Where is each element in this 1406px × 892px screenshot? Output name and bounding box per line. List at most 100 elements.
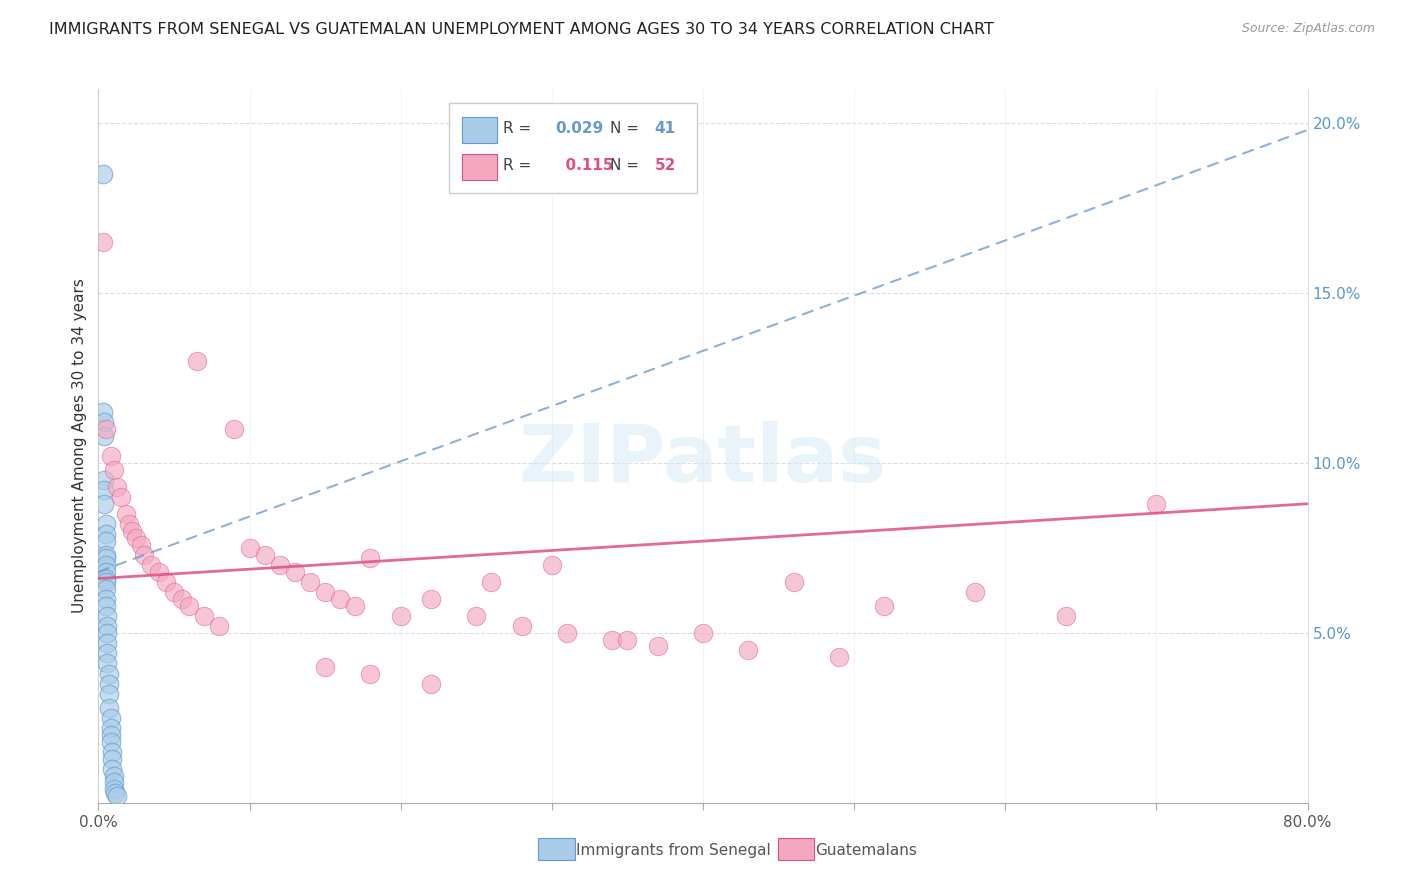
Text: R =: R = xyxy=(503,159,531,173)
Point xyxy=(170,591,193,606)
Text: 52: 52 xyxy=(655,159,676,173)
Point xyxy=(94,599,117,613)
Point xyxy=(129,537,152,551)
Point xyxy=(91,405,114,419)
Point xyxy=(114,507,136,521)
Point xyxy=(118,517,141,532)
Point xyxy=(186,354,208,368)
Point xyxy=(93,473,115,487)
Point xyxy=(93,415,115,429)
Point xyxy=(224,422,246,436)
Point xyxy=(148,565,170,579)
Point xyxy=(121,524,143,538)
Point xyxy=(94,565,117,579)
Point xyxy=(96,657,118,671)
Point xyxy=(141,558,163,572)
Point xyxy=(91,235,114,249)
Point xyxy=(163,585,186,599)
Point xyxy=(540,558,562,572)
Point xyxy=(94,548,117,562)
Point xyxy=(103,782,125,797)
Point xyxy=(101,751,124,765)
Point xyxy=(100,734,122,748)
Point xyxy=(360,551,382,566)
Point xyxy=(93,429,115,443)
Point xyxy=(93,497,115,511)
Point xyxy=(616,632,638,647)
Point xyxy=(101,745,124,759)
FancyBboxPatch shape xyxy=(449,103,697,193)
Point xyxy=(344,599,367,613)
Text: ZIPatlas: ZIPatlas xyxy=(519,421,887,500)
Point xyxy=(360,666,382,681)
Point xyxy=(873,599,896,613)
Point xyxy=(1144,497,1167,511)
Point xyxy=(1054,608,1077,623)
Point xyxy=(96,608,118,623)
Text: Guatemalans: Guatemalans xyxy=(815,843,917,857)
Point xyxy=(91,167,114,181)
Point xyxy=(100,728,122,742)
Point xyxy=(94,534,117,549)
Text: N =: N = xyxy=(610,121,638,136)
Point xyxy=(93,483,115,498)
Point xyxy=(510,619,533,633)
Point xyxy=(110,490,132,504)
Point xyxy=(100,711,122,725)
Text: Immigrants from Senegal: Immigrants from Senegal xyxy=(576,843,772,857)
Point xyxy=(692,626,714,640)
Point xyxy=(299,574,322,589)
Y-axis label: Unemployment Among Ages 30 to 34 years: Unemployment Among Ages 30 to 34 years xyxy=(72,278,87,614)
Point xyxy=(96,646,118,660)
Point xyxy=(94,591,117,606)
Point xyxy=(253,548,276,562)
Point xyxy=(125,531,148,545)
FancyBboxPatch shape xyxy=(463,154,498,180)
Point xyxy=(193,608,215,623)
Point xyxy=(96,636,118,650)
Point xyxy=(420,677,443,691)
Point xyxy=(98,700,121,714)
Point xyxy=(284,565,307,579)
Point xyxy=(100,449,122,463)
Point xyxy=(94,527,117,541)
Text: 41: 41 xyxy=(655,121,676,136)
Point xyxy=(965,585,987,599)
Text: N =: N = xyxy=(610,159,638,173)
Point xyxy=(329,591,352,606)
Point xyxy=(602,632,624,647)
Point xyxy=(98,666,121,681)
Point xyxy=(104,786,127,800)
Text: 0.029: 0.029 xyxy=(555,121,603,136)
Point xyxy=(96,619,118,633)
Point xyxy=(103,463,125,477)
Text: Source: ZipAtlas.com: Source: ZipAtlas.com xyxy=(1241,22,1375,36)
Point xyxy=(103,775,125,789)
Point xyxy=(155,574,177,589)
Point xyxy=(208,619,231,633)
Point xyxy=(737,643,759,657)
Point xyxy=(555,626,578,640)
Point xyxy=(783,574,806,589)
Point xyxy=(239,541,262,555)
Point xyxy=(94,558,117,572)
Text: IMMIGRANTS FROM SENEGAL VS GUATEMALAN UNEMPLOYMENT AMONG AGES 30 TO 34 YEARS COR: IMMIGRANTS FROM SENEGAL VS GUATEMALAN UN… xyxy=(49,22,994,37)
Point xyxy=(132,548,155,562)
Point xyxy=(465,608,488,623)
Point xyxy=(94,582,117,596)
Point xyxy=(103,769,125,783)
Point xyxy=(94,517,117,532)
FancyBboxPatch shape xyxy=(463,117,498,143)
Point xyxy=(314,660,336,674)
Point xyxy=(105,480,128,494)
Point xyxy=(101,762,124,776)
Point xyxy=(314,585,336,599)
Point xyxy=(828,649,851,664)
Point xyxy=(98,687,121,701)
Point xyxy=(96,626,118,640)
Text: 0.115: 0.115 xyxy=(555,159,614,173)
Point xyxy=(647,640,669,654)
Point xyxy=(179,599,201,613)
Point xyxy=(94,574,117,589)
Point xyxy=(94,422,117,436)
